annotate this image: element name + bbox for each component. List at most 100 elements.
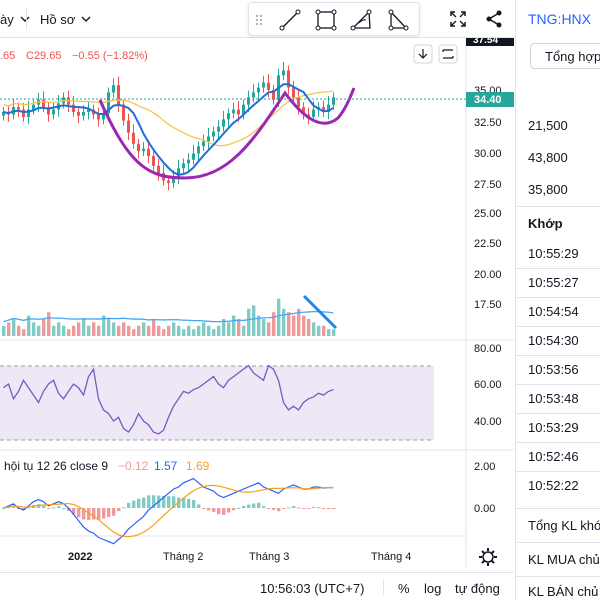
macd-axis[interactable]: 2.00 0.00 [474, 461, 495, 515]
trade-time: 10:53:48 [528, 391, 579, 406]
price-value: 35,800 [528, 182, 568, 197]
buy-volume-label: KL MUA chủ [528, 552, 600, 567]
candle-body [132, 132, 135, 144]
macd-hist-bar [147, 495, 151, 508]
auto-scale-icon [442, 49, 454, 59]
candle-body [197, 146, 200, 154]
volume-trend-drawing[interactable] [302, 294, 338, 330]
volume-bar [192, 329, 196, 336]
macd-hist-bar [112, 508, 116, 516]
auto-scale-button[interactable] [438, 44, 458, 64]
separator [516, 297, 600, 298]
candle-body [82, 112, 85, 116]
toolbar-divider [26, 8, 27, 30]
macd-hist-bar [252, 503, 256, 508]
volume-bar [77, 322, 81, 336]
chart-area[interactable]: .65 C29.65 −0.55 (−1.82%) 37.54 35.00 32.… [0, 34, 514, 568]
interval-label: ày [0, 11, 14, 27]
candle-body [267, 82, 270, 90]
volume-bar [132, 329, 136, 336]
candle-body [87, 109, 90, 113]
candle-body [242, 104, 245, 115]
volume-bar [217, 325, 221, 336]
path-icon[interactable] [349, 7, 375, 33]
volume-bar [17, 325, 21, 336]
symbol-label[interactable]: TNG:HNX [528, 11, 591, 27]
volume-series [2, 298, 336, 336]
clock-readout[interactable]: 10:56:03 (UTC+7) [260, 581, 365, 596]
separator [516, 576, 600, 577]
volume-bar [87, 325, 91, 336]
trend-line-icon[interactable] [277, 7, 303, 33]
candle-body [327, 104, 330, 113]
price-value: 43,800 [528, 150, 568, 165]
macd-hist-bar [307, 508, 311, 509]
summary-button-label: Tổng hợp [545, 49, 600, 64]
macd-hist-bar [182, 497, 186, 508]
summary-button[interactable]: Tổng hợp [530, 43, 600, 69]
macd-hist-bar [297, 507, 301, 509]
share-icon[interactable] [484, 9, 504, 29]
candle-body [127, 120, 130, 133]
volume-bar [247, 308, 251, 336]
triangle-icon[interactable] [385, 7, 411, 33]
interval-selector[interactable]: ày [0, 8, 30, 30]
macd-hist-bar [287, 507, 291, 509]
cup-drawing[interactable] [98, 87, 356, 180]
macd-hist-bar [322, 508, 326, 509]
bottom-bar: 10:56:03 (UTC+7) % log tự động [0, 572, 514, 600]
price-value: 21,500 [528, 118, 568, 133]
volume-bar [82, 319, 86, 336]
macd-hist-bar [217, 508, 221, 515]
time-axis[interactable]: 2022 Tháng 2 Tháng 3 Tháng 4 [68, 551, 411, 563]
macd-hist-bar [242, 505, 246, 508]
volume-bar [162, 329, 166, 336]
candle-body [167, 180, 170, 183]
macd-hist-bar [122, 507, 126, 509]
percent-toggle[interactable]: % [398, 581, 410, 596]
volume-bar [67, 329, 71, 336]
separator [516, 471, 600, 472]
rectangle-icon[interactable] [313, 7, 339, 33]
macd-hist-bar [172, 496, 176, 508]
macd-hist-bar [137, 498, 141, 508]
macd-hist-bar [97, 508, 101, 520]
volume-bar [292, 315, 296, 336]
macd-legend-name: hội tụ 12 26 close 9 [4, 459, 108, 473]
macd-hist-bar [37, 504, 41, 508]
chevron-down-icon [81, 16, 91, 22]
separator [516, 508, 600, 509]
candle-body [17, 107, 20, 110]
macd-hist-bar [107, 508, 111, 518]
macd-hist-bar [207, 508, 211, 511]
price-tick-label: 22.50 [474, 238, 502, 250]
volume-bar [62, 325, 66, 336]
candle-body [227, 113, 230, 120]
rsi-axis[interactable]: 80.00 60.00 40.00 [474, 343, 502, 428]
auto-toggle[interactable]: tự động [455, 581, 500, 596]
separator [516, 442, 600, 443]
profile-selector[interactable]: Hồ sơ [40, 8, 91, 30]
volume-bar [317, 325, 321, 336]
trade-time: 10:54:54 [528, 304, 579, 319]
volume-bar [52, 325, 56, 336]
trade-time: 10:55:27 [528, 275, 579, 290]
candle-body [322, 107, 325, 113]
ohlc-close: C29.65 [26, 50, 61, 62]
drag-handle-icon[interactable] [253, 7, 265, 33]
chart-settings-button[interactable] [479, 548, 497, 566]
macd-hist-bar [327, 508, 331, 509]
candle-body [292, 87, 295, 98]
candle-body [72, 104, 75, 113]
volume-bar [327, 329, 331, 336]
volume-bar [227, 322, 231, 336]
ma-slow-line [3, 90, 334, 147]
candle-body [32, 104, 35, 110]
candle-body [282, 70, 285, 76]
fullscreen-icon[interactable] [448, 9, 468, 29]
log-toggle[interactable]: log [424, 581, 442, 596]
profile-label: Hồ sơ [40, 11, 76, 27]
scale-down-button[interactable] [413, 44, 433, 64]
macd-signal-line [3, 484, 334, 538]
